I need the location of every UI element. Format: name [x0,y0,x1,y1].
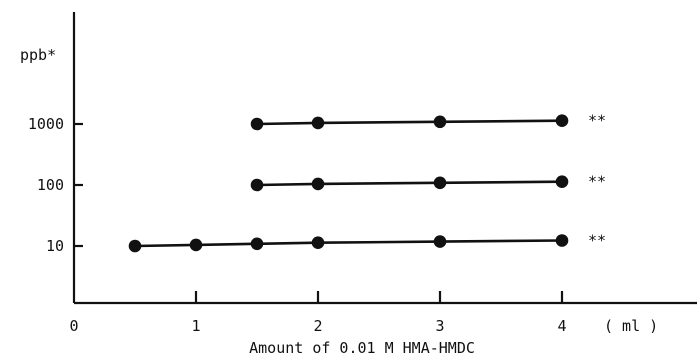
axes [72,12,697,305]
data-point-2-4 [433,235,447,248]
data-point-0-3 [555,114,569,127]
data-point-2-0 [128,239,142,253]
series-label-2: ** [588,232,606,250]
x-axis-label: Amount of 0.01 M HMA-HMDC [249,339,475,355]
y-tick-label-1: 100 [37,176,64,194]
series-layer: ** ** ** [128,112,606,253]
data-point-2-1 [189,238,203,252]
data-point-2-2 [250,237,264,251]
series-line-1 [256,180,563,187]
data-point-2-5 [555,234,569,247]
data-point-2-3 [311,236,325,249]
x-ticks: 0 1 2 3 4 [69,291,567,335]
data-point-0-0 [250,117,264,131]
series-line-2 [134,239,563,248]
x-tick-label-0: 0 [69,317,78,335]
y-tick-label-0: 10 [46,237,64,255]
x-axis-unit: ( ml ) [604,317,658,335]
data-point-1-1 [311,177,325,191]
series-label-0: ** [588,112,606,130]
data-point-1-0 [250,178,264,192]
data-point-0-1 [311,116,325,130]
x-tick-label-4: 4 [557,317,566,335]
data-point-0-2 [433,115,447,129]
x-tick-label-2: 2 [313,317,322,335]
series-label-1: ** [588,173,606,191]
y-axis-label: ppb* [20,46,56,64]
y-ticks: 10 100 1000 [28,115,83,255]
data-point-1-2 [433,176,447,190]
y-tick-label-2: 1000 [28,115,64,133]
series-line-0 [256,119,563,126]
data-point-1-3 [555,175,569,188]
x-tick-label-1: 1 [191,317,200,335]
x-tick-label-3: 3 [435,317,444,335]
